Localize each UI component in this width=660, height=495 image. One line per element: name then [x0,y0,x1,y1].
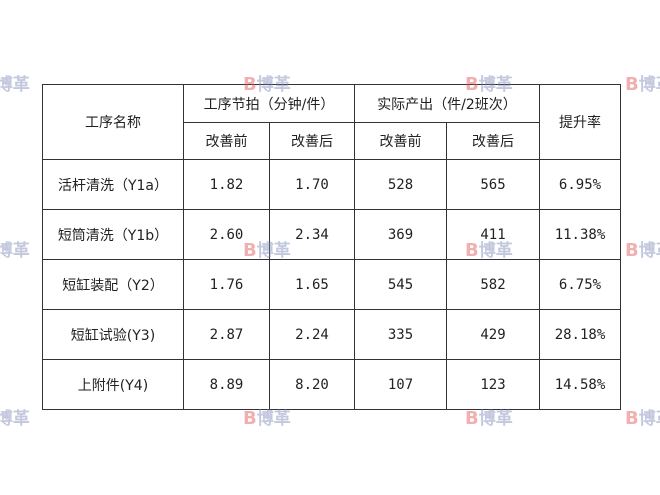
header-takt: 工序节拍（分钟/件） [183,84,355,123]
table-row: 上附件(Y4) 8.89 8.20 107 123 14.58% [42,359,621,410]
takt-before: 2.87 [183,309,270,360]
output-before: 107 [354,359,447,410]
output-before: 545 [354,259,447,310]
output-before: 369 [354,209,447,260]
header-row: 工序名称 工序节拍（分钟/件） 实际产出（件/2班次） 提升率 [42,84,621,160]
table-row: 短筒清洗（Y1b） 2.60 2.34 369 411 11.38% [42,209,621,260]
takt-after: 2.24 [269,309,355,360]
takt-after: 8.20 [269,359,355,410]
header-output-after: 改善后 [446,122,540,160]
takt-before: 2.60 [183,209,270,260]
improvement-rate: 6.75% [539,259,621,310]
takt-before: 8.89 [183,359,270,410]
process-name: 上附件(Y4) [42,359,184,410]
header-output-before: 改善前 [354,122,447,160]
subheader-row: 改善前 改善后 改善前 改善后 [43,122,621,160]
output-after: 429 [446,309,540,360]
takt-after: 1.70 [269,159,355,210]
watermark-logo: B博革 [0,409,30,429]
takt-after: 2.34 [269,209,355,260]
watermark-logo: B博革 [625,74,660,95]
process-name: 活杆清洗（Y1a） [42,159,184,210]
table-row: 短缸装配（Y2） 1.76 1.65 545 582 6.75% [42,259,621,310]
improvement-rate: 14.58% [539,359,621,410]
watermark-logo: B博革 [625,408,660,429]
improvement-rate: 28.18% [539,309,621,360]
output-after: 123 [446,359,540,410]
header-takt-before: 改善前 [183,122,270,160]
output-before: 528 [354,159,447,210]
watermark-logo: B博革 [625,240,660,261]
header-improvement-rate: 提升率 [539,84,621,160]
takt-after: 1.65 [269,259,355,310]
output-after: 411 [446,209,540,260]
improvement-rate: 6.95% [539,159,621,210]
takt-before: 1.82 [183,159,270,210]
output-before: 335 [354,309,447,360]
process-name: 短筒清洗（Y1b） [42,209,184,260]
table-row: 活杆清洗（Y1a） 1.82 1.70 528 565 6.95% [42,159,621,210]
watermark-logo: B博革 [0,241,30,261]
watermark-logo: B博革 [0,75,30,95]
process-name: 短缸装配（Y2） [42,259,184,310]
table-row: 短缸试验(Y3) 2.87 2.24 335 429 28.18% [42,309,621,360]
process-name: 短缸试验(Y3) [42,309,184,360]
improvement-rate: 11.38% [539,209,621,260]
process-improvement-table: 工序名称 工序节拍（分钟/件） 实际产出（件/2班次） 提升率 改善前 改善后 … [42,84,621,410]
output-after: 565 [446,159,540,210]
header-takt-after: 改善后 [269,122,355,160]
header-output: 实际产出（件/2班次） [354,84,540,123]
takt-before: 1.76 [183,259,270,310]
header-process-name: 工序名称 [42,84,184,160]
output-after: 582 [446,259,540,310]
